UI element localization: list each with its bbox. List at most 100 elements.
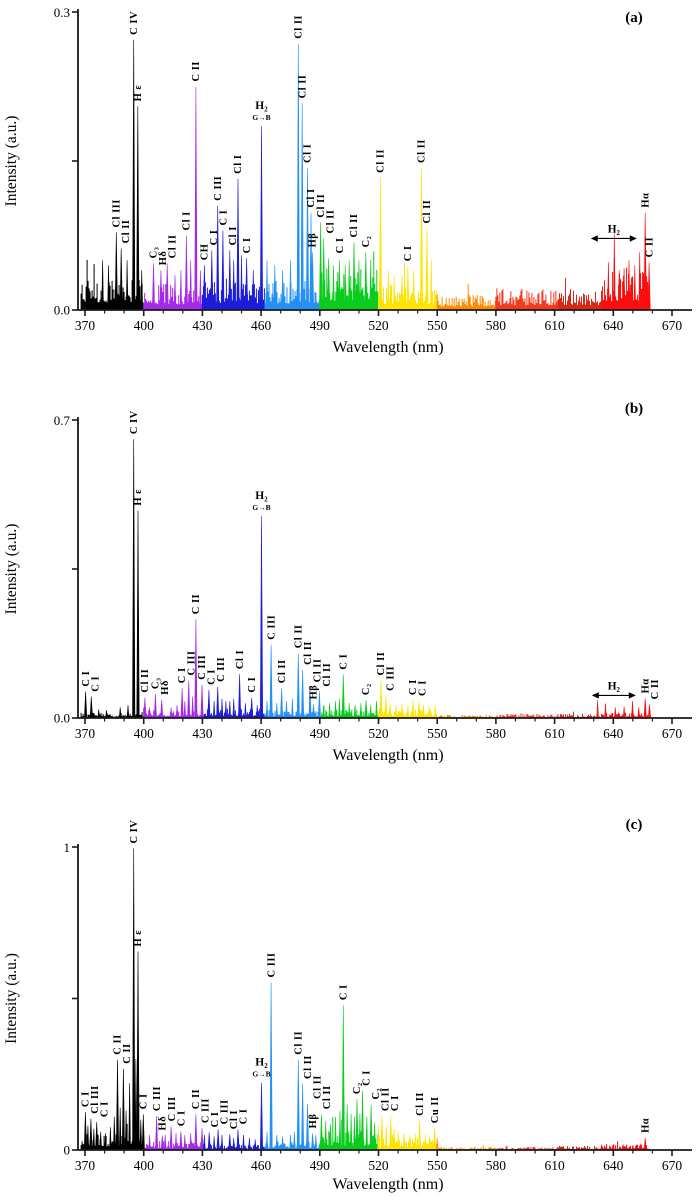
spectral-peak: [293, 1131, 296, 1151]
spectral-peak: [84, 691, 88, 719]
spectral-peak: [387, 270, 390, 311]
peak-label: C I: [219, 210, 230, 226]
x-tick-label: 370: [75, 726, 96, 741]
axes: 0 1 370 400 430 460 490 520 550 580 610 640 670 Wavel…: [3, 817, 692, 1193]
spectral-peak: [643, 1137, 647, 1151]
spectral-peak: [115, 1059, 120, 1151]
spectral-peak: [430, 260, 433, 311]
x-axis-title: Wavelength (nm): [332, 339, 443, 356]
peak-label: C I: [247, 677, 258, 693]
peak-label: Hβ: [308, 1114, 319, 1129]
spectral-peak: [259, 126, 264, 311]
spectral-peak: [334, 1116, 337, 1151]
spectral-peak: [385, 1125, 388, 1151]
axes: 0.0 0.7 370 400 430 460 490 520 550 580 610 640 670 W…: [3, 401, 692, 764]
spectral-peak: [384, 695, 388, 719]
peak-label: Hα: [640, 1118, 651, 1133]
x-tick-label: 580: [486, 318, 507, 333]
spectral-peak: [250, 697, 254, 719]
spectral-peak: [265, 260, 269, 311]
spectral-peak: [406, 266, 410, 311]
peak-label: Cl II: [312, 1075, 323, 1099]
spectral-peak: [273, 265, 277, 311]
peak-label: Hα: [640, 678, 651, 693]
peak-label: C₂: [361, 683, 372, 695]
spectral-peak: [189, 260, 192, 311]
spectral-peak: [163, 1134, 167, 1151]
spectral-peak: [252, 270, 255, 311]
peak-label: C II: [650, 679, 661, 699]
spectral-peak: [240, 255, 243, 311]
spectral-peak: [422, 705, 425, 719]
spectral-peak: [328, 703, 331, 719]
peak-label: H ε: [133, 930, 144, 947]
spectral-peak: [379, 680, 383, 719]
x-tick-label: 580: [486, 726, 507, 741]
peak-label: C III: [187, 651, 198, 676]
peak-label: C I: [176, 1110, 187, 1126]
h2-transition-label: G→B: [252, 503, 270, 512]
h2-band-annotation: H₂: [591, 680, 636, 699]
peak-label: Cl I: [229, 1110, 240, 1129]
spectral-peak: [203, 1134, 206, 1151]
x-tick-label: 550: [427, 318, 448, 333]
spectral-peak: [338, 698, 341, 719]
spectral-peak: [396, 1131, 400, 1151]
peak-label: C₃: [151, 677, 162, 689]
x-tick-label: 430: [192, 726, 213, 741]
x-tick-label: 550: [427, 1158, 448, 1173]
x-tick-label: 580: [486, 1158, 507, 1173]
spectral-peak: [300, 103, 304, 311]
peak-label: C I: [408, 679, 419, 695]
peak-label: C I: [390, 1095, 401, 1111]
y-axis-title: Intensity (a.u.): [3, 116, 20, 207]
spectral-peak: [353, 1116, 356, 1151]
spectral-peak: [378, 177, 383, 311]
spectral-peak: [245, 258, 249, 311]
spectral-peak: [236, 1129, 240, 1151]
x-tick-label: 430: [192, 318, 213, 333]
spectral-peak: [207, 689, 211, 719]
panel-tag: (c): [626, 817, 643, 833]
spectral-peak: [647, 704, 652, 719]
x-tick-label: 640: [603, 1158, 624, 1173]
x-tick-label: 520: [368, 1158, 389, 1173]
spectral-peak: [92, 1128, 96, 1151]
spectral-peak: [428, 706, 431, 719]
y-tick-label: 0.7: [54, 413, 71, 428]
spectral-peak: [194, 86, 198, 311]
peak-label: C I: [338, 984, 349, 1000]
peak-label: C IV: [129, 11, 140, 35]
spectral-peak: [255, 705, 259, 719]
x-tick-label: 550: [427, 726, 448, 741]
spectral-peak: [232, 698, 235, 719]
spectral-peak: [417, 700, 421, 719]
spectral-peak: [160, 699, 164, 719]
spectral-peak: [232, 260, 235, 311]
spectral-peak: [136, 951, 140, 1151]
spectral-peak: [433, 705, 437, 719]
spectral-peak: [101, 260, 104, 311]
peak-label: Cl II: [293, 624, 304, 648]
peak-label: CH: [200, 244, 211, 261]
h2-transition-label: G→B: [252, 1070, 270, 1079]
h2-band-label: H₂: [608, 680, 621, 692]
spectral-peak: [613, 232, 616, 311]
spectral-peak: [269, 644, 273, 719]
x-tick-label: 610: [544, 726, 565, 741]
spectral-peak: [301, 1083, 305, 1151]
spectral-peak: [627, 260, 631, 311]
x-tick-label: 460: [251, 726, 272, 741]
spectral-peak: [105, 710, 108, 719]
spectral-peak: [216, 686, 220, 719]
spectral-peak: [353, 705, 357, 719]
spectral-peak: [345, 1104, 349, 1151]
spectral-peak: [180, 688, 184, 719]
y-axis-title: Intensity (a.u.): [3, 953, 20, 1044]
spectral-peak: [355, 1099, 359, 1151]
spectral-peak: [148, 707, 151, 719]
